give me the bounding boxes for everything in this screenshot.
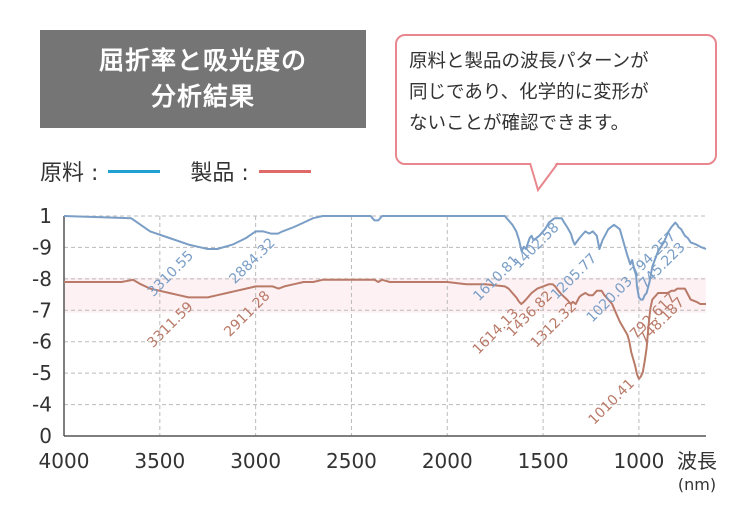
callout-line-2: 同じであり、化学的に変形が [409, 82, 649, 103]
y-tick-label: 0 [39, 424, 52, 448]
y-tick-label: -5 [32, 361, 52, 385]
product-band [64, 277, 706, 313]
chart-title-line-2: 分析結果 [150, 82, 255, 111]
x-tick-label: 3500 [134, 449, 185, 473]
callout-line-3: ないことが確認できます。 [409, 113, 630, 134]
y-tick-label: -7 [32, 298, 52, 322]
y-tick-label: -6 [32, 330, 52, 354]
callout-tail [529, 160, 559, 193]
y-tick-label: -8 [32, 267, 52, 291]
legend-product-swatch [258, 169, 311, 173]
x-axis-label: 波長 [677, 449, 717, 473]
grid-lines [64, 215, 706, 437]
legend-product-label: 製品 : [190, 161, 249, 186]
x-tick-label: 3000 [230, 449, 281, 473]
y-tick-label: 1 [39, 204, 52, 228]
x-tick-label: 2000 [422, 449, 473, 473]
peak-label: 1010.41 [586, 376, 638, 428]
legend-raw-swatch [108, 169, 161, 173]
chart-title-line-1: 屈折率と吸光度の [98, 46, 307, 75]
y-tick-label: -4 [32, 393, 52, 417]
callout-box: 原料と製品の波長パターンが 同じであり、化学的に変形が ないことが確認できます。 [395, 34, 717, 165]
product-series-line [64, 278, 706, 380]
chart-title-box: 屈折率と吸光度の 分析結果 [40, 30, 366, 128]
legend-raw-label: 原料 : [40, 161, 99, 186]
x-axis-unit: (nm) [678, 475, 716, 494]
legend: 原料 : 製品 : [40, 156, 319, 186]
axes [63, 216, 706, 437]
x-tick-label: 1500 [518, 449, 569, 473]
band-highlights [64, 277, 706, 313]
y-tick-label: -9 [32, 235, 52, 259]
x-tick-label: 1000 [613, 449, 664, 473]
peak-label: 1402.58 [510, 220, 562, 272]
x-tick-label: 4000 [39, 449, 90, 473]
series-lines [63, 215, 707, 380]
raw-series-line [63, 215, 707, 301]
x-tick-label: 2500 [326, 449, 377, 473]
callout-line-1: 原料と製品の波長パターンが [409, 51, 649, 72]
peak-labels: 3310.55 2884.32 1610.811402.581205.771020.… [144, 220, 688, 428]
